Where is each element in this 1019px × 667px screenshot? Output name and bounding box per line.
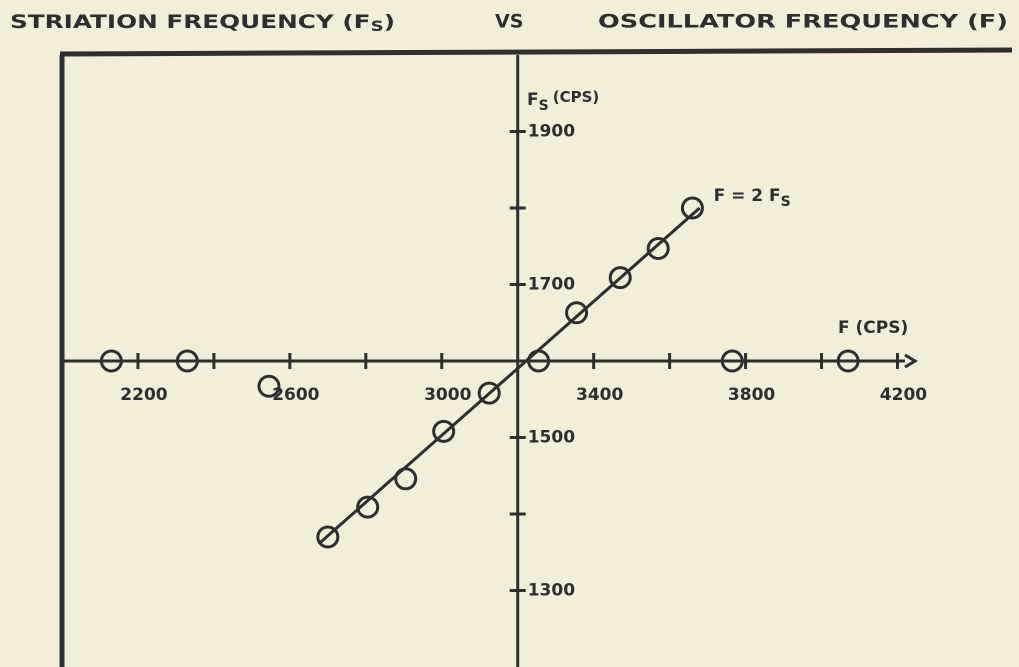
data-point	[680, 196, 704, 220]
annotation-subscript: S	[781, 194, 791, 210]
data-point	[432, 419, 456, 443]
y-tick-label: 1700	[528, 275, 575, 295]
x-tick-label: 3000	[424, 385, 471, 405]
data-point	[565, 301, 589, 325]
frame	[59, 47, 1013, 57]
data-point	[608, 266, 632, 290]
chart-title: OSCILLATOR FREQUENCY (F)	[598, 11, 1008, 33]
y-tick-label: 1500	[528, 428, 575, 448]
data-point	[257, 374, 281, 398]
fit-line	[317, 206, 701, 545]
data-point	[720, 349, 744, 373]
data-point	[316, 525, 340, 549]
y-axis-label: FS(CPS)	[527, 88, 599, 115]
title-part: )	[384, 11, 395, 33]
y-label-part: (CPS)	[553, 88, 600, 106]
x-tick-label: 3400	[576, 385, 623, 405]
y-tick-label: 1900	[528, 122, 575, 142]
chart-title: STRIATION FREQUENCY (F S)	[10, 11, 395, 36]
data-point	[356, 495, 380, 519]
y-label-part: F	[527, 90, 539, 110]
x-tick-label: 3800	[728, 385, 775, 405]
data-point	[99, 349, 123, 373]
title-part: STRIATION FREQUENCY (F	[10, 11, 371, 33]
annotation: F = 2 FS	[714, 186, 791, 210]
x-axis-label: F (CPS)	[838, 318, 908, 338]
data-point	[836, 349, 860, 373]
y-label-subscript: S	[539, 98, 549, 114]
data-point	[394, 467, 418, 491]
data-point	[175, 349, 199, 373]
data-point	[646, 237, 670, 261]
annotation-part: F = 2 F	[714, 186, 781, 206]
title-subscript: S	[371, 19, 384, 35]
data-point	[527, 349, 551, 373]
x-tick-label: 4200	[880, 385, 927, 405]
y-tick-label: 1300	[528, 581, 575, 601]
x-tick-label: 2600	[272, 385, 319, 405]
x-tick-label: 2200	[120, 385, 167, 405]
data-point	[477, 381, 501, 405]
chart-title: VS	[495, 11, 523, 33]
x-axis-arrow	[904, 353, 918, 369]
